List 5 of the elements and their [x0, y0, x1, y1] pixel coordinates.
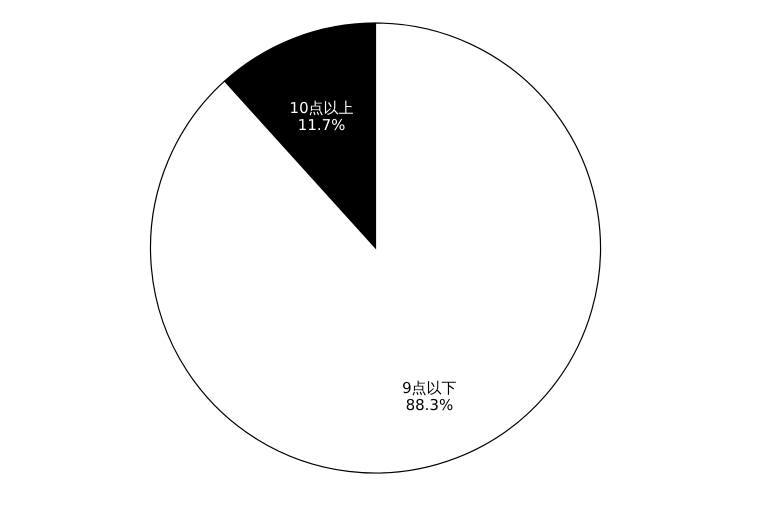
- slice-label: 10点以上: [290, 99, 354, 118]
- data-label: 11.7%: [298, 116, 346, 134]
- slice-label: 9点以下: [402, 378, 457, 397]
- data-label: 88.3%: [406, 396, 454, 414]
- pie-slice: [150, 22, 602, 474]
